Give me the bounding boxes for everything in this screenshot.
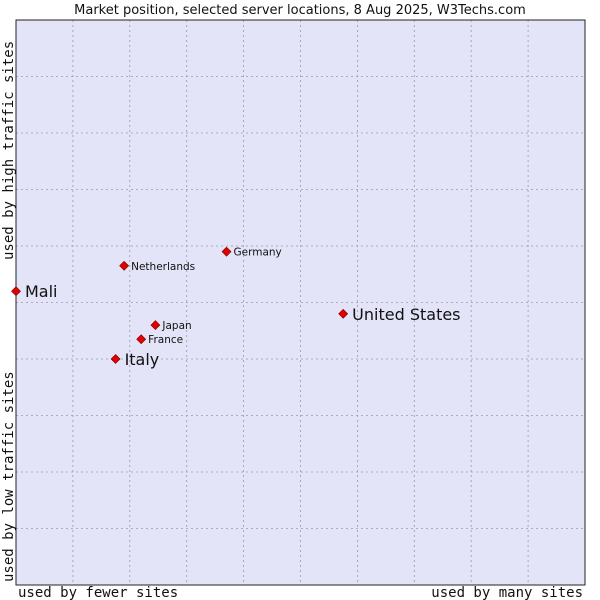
grid-lines [16, 20, 585, 585]
marker-france [136, 334, 147, 345]
chart-title: Market position, selected server locatio… [74, 3, 526, 18]
y-axis-label-low: used by low traffic sites [1, 371, 17, 582]
label-united-states: United States [352, 305, 460, 324]
y-axis-label-high: used by high traffic sites [1, 41, 17, 260]
label-mali: Mali [25, 282, 58, 301]
plot-border [15, 19, 586, 586]
marker-mali [11, 286, 21, 297]
marker-germany [221, 246, 232, 257]
x-axis-label-low: used by fewer sites [18, 585, 178, 600]
data-points: Germany Netherlands Mali United States Japan… [11, 246, 461, 369]
label-japan: Japan [161, 320, 191, 332]
marker-united-states [338, 308, 349, 319]
marker-italy [110, 354, 121, 364]
label-netherlands: Netherlands [131, 261, 195, 273]
marker-japan [150, 320, 161, 331]
label-italy: Italy [125, 350, 160, 369]
marker-netherlands [119, 260, 130, 271]
x-axis-label-high: used by many sites [431, 585, 583, 600]
label-germany: Germany [234, 247, 282, 259]
label-france: France [148, 334, 183, 346]
